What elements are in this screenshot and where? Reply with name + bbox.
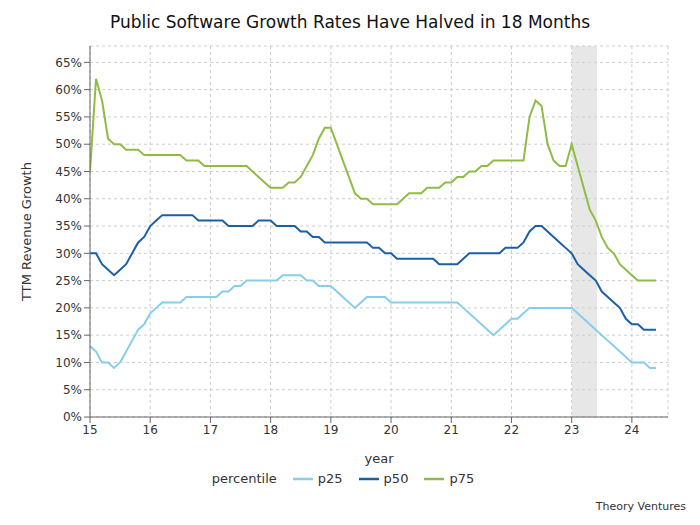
svg-text:0%: 0%: [63, 410, 82, 424]
svg-text:40%: 40%: [55, 192, 82, 206]
html-text:p25: p25: [317, 471, 343, 486]
svg-text:21: 21: [444, 423, 459, 437]
svg-text:35%: 35%: [55, 219, 82, 233]
svg-text:year: year: [364, 451, 394, 466]
svg-text:19: 19: [323, 423, 338, 437]
svg-text:23: 23: [564, 423, 579, 437]
svg-text:30%: 30%: [55, 247, 82, 261]
svg-text:22: 22: [504, 423, 519, 437]
svg-text:65%: 65%: [55, 56, 82, 70]
svg-text:20%: 20%: [55, 301, 82, 315]
svg-text:24: 24: [624, 423, 639, 437]
svg-text:18: 18: [263, 423, 278, 437]
svg-text:20: 20: [383, 423, 398, 437]
html-text:Theory Ventures: Theory Ventures: [595, 500, 686, 513]
svg-text:60%: 60%: [55, 83, 82, 97]
html-text:Public Software Growth Rates H: Public Software Growth Rates Have Halved…: [110, 12, 590, 32]
svg-text:50%: 50%: [55, 137, 82, 151]
html-text:percentile: percentile: [211, 471, 277, 486]
html-text:p75: p75: [449, 471, 475, 486]
svg-text:TTM Revenue Growth: TTM Revenue Growth: [19, 162, 34, 302]
svg-text:25%: 25%: [55, 274, 82, 288]
svg-text:17: 17: [203, 423, 218, 437]
svg-text:15%: 15%: [55, 328, 82, 342]
svg-text:5%: 5%: [63, 383, 82, 397]
svg-text:16: 16: [143, 423, 158, 437]
svg-text:15: 15: [82, 423, 97, 437]
svg-text:45%: 45%: [55, 165, 82, 179]
html-text:p50: p50: [383, 471, 409, 486]
svg-text:10%: 10%: [55, 356, 82, 370]
svg-text:55%: 55%: [55, 110, 82, 124]
